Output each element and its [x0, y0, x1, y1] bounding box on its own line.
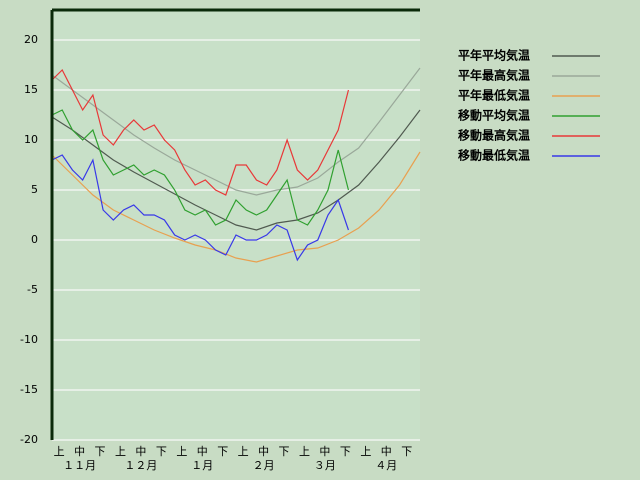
y-tick-label: -5 [27, 283, 38, 296]
y-tick-label: 5 [31, 183, 38, 196]
y-tick-label: 15 [24, 83, 38, 96]
x-tick-label: 下 [156, 445, 167, 458]
y-tick-label: 10 [24, 133, 38, 146]
x-tick-label: 下 [340, 445, 351, 458]
series-line [51, 109, 350, 226]
x-tick-label: 上 [238, 445, 249, 458]
month-label: １１月 [63, 459, 96, 472]
x-tick-label: 上 [115, 445, 126, 458]
x-tick-label: 上 [176, 445, 187, 458]
x-tick-label: 下 [279, 445, 290, 458]
x-tick-label: 下 [95, 445, 106, 458]
series-line [51, 67, 421, 196]
month-label: ２月 [253, 459, 275, 472]
month-label: １月 [191, 459, 213, 472]
legend-label: 移動平均気温 [458, 108, 530, 123]
x-tick-label: 中 [135, 445, 146, 458]
series-line [51, 69, 350, 196]
x-tick-label: 下 [217, 445, 228, 458]
y-tick-label: -15 [20, 383, 38, 396]
y-tick-label: -10 [20, 333, 38, 346]
y-tick-label: 0 [31, 233, 38, 246]
month-label: １２月 [124, 459, 157, 472]
x-tick-label: 中 [319, 445, 330, 458]
x-tick-label: 中 [381, 445, 392, 458]
legend-label: 平年平均気温 [458, 48, 530, 63]
series-line [51, 109, 421, 231]
month-label: ４月 [375, 459, 397, 472]
x-tick-label: 中 [258, 445, 269, 458]
x-tick-label: 上 [299, 445, 310, 458]
x-tick-label: 中 [197, 445, 208, 458]
month-label: ３月 [314, 459, 336, 472]
x-tick-label: 下 [401, 445, 412, 458]
legend-label: 平年最低気温 [458, 88, 530, 103]
series-line [51, 151, 421, 263]
legend-label: 平年最高気温 [458, 68, 530, 83]
legend-label: 移動最高気温 [458, 128, 530, 143]
y-tick-label: 20 [24, 33, 38, 46]
series-line [51, 154, 350, 262]
legend-label: 移動最低気温 [458, 148, 530, 163]
x-tick-label: 上 [360, 445, 371, 458]
x-tick-label: 中 [74, 445, 85, 458]
y-tick-label: -20 [20, 433, 38, 446]
x-tick-label: 上 [54, 445, 65, 458]
